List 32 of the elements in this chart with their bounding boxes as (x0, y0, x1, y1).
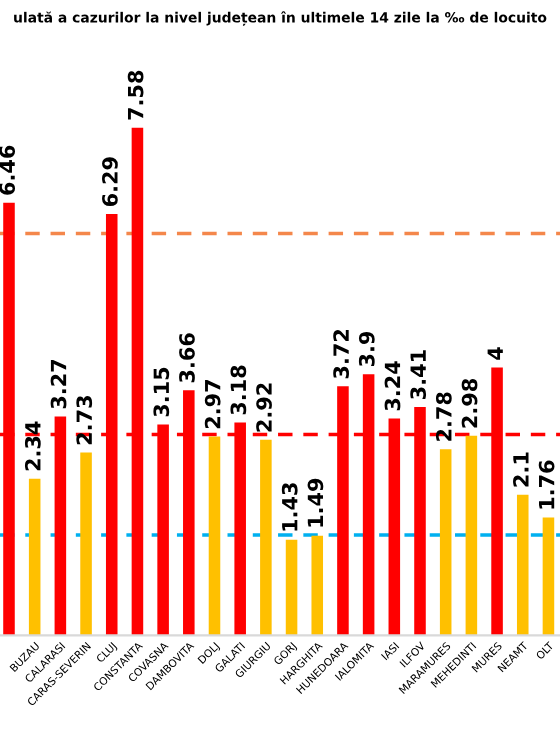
data-label: 3.24 (384, 361, 401, 411)
data-label: 3.72 (333, 329, 349, 379)
data-label: 6.46 (0, 145, 16, 195)
data-label: 3.15 (153, 367, 170, 417)
bar (542, 517, 555, 636)
data-label: 3.18 (230, 365, 247, 415)
data-label: 2.34 (24, 421, 41, 471)
bar (80, 452, 92, 636)
bar (260, 439, 272, 636)
bar (208, 436, 221, 636)
data-label: 1.49 (307, 478, 324, 527)
bar (28, 478, 41, 636)
data-label: 3.27 (50, 359, 67, 409)
data-label: 1.43 (281, 483, 298, 531)
data-label: 3.41 (410, 350, 427, 399)
data-label: 3.9 (358, 331, 375, 367)
data-label: 2.78 (435, 392, 452, 441)
bar (439, 449, 452, 636)
data-label: 2.1 (513, 452, 529, 487)
data-label: 2.73 (76, 396, 93, 445)
data-label: 3.66 (179, 333, 195, 383)
data-label: 1.76 (538, 460, 555, 509)
data-label: 2.92 (256, 383, 272, 432)
bar (311, 535, 324, 636)
data-label: 4 (487, 347, 503, 360)
bar (285, 539, 298, 636)
bar (465, 435, 478, 636)
data-label: 6.29 (102, 157, 118, 207)
data-label: 2.98 (461, 379, 478, 428)
data-label: 7.58 (127, 70, 144, 120)
data-label: 2.97 (204, 380, 221, 429)
bar (516, 494, 529, 636)
